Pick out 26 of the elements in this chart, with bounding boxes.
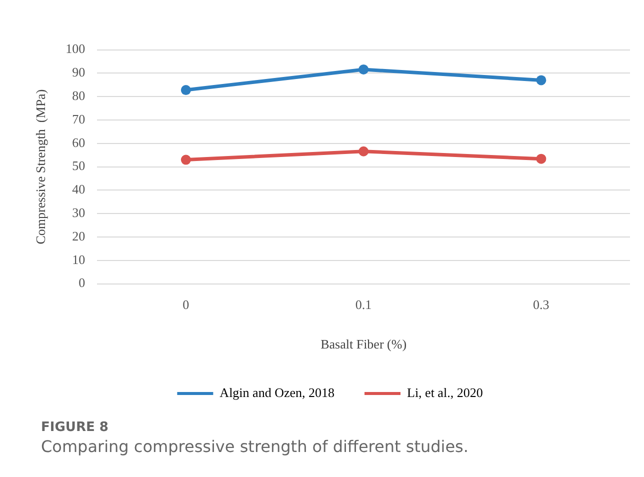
point — [536, 75, 546, 86]
y-tick-label: 100 — [66, 41, 86, 56]
y-tick-label: 70 — [72, 111, 86, 126]
x-tick-label: 0.3 — [533, 297, 550, 312]
legend-label: Li, et al., 2020 — [406, 384, 483, 400]
legend-label: Algin and Ozen, 2018 — [220, 384, 334, 400]
y-tick-label: 20 — [72, 228, 86, 244]
y-axis-title: Compressive Strength (MPa) — [33, 89, 48, 244]
x-tick-label: 0 — [182, 297, 190, 312]
y-tick-label: 40 — [72, 182, 86, 197]
y-tick-label: 60 — [72, 134, 86, 150]
y-tick-label: 80 — [72, 88, 86, 104]
y-tick-label: 50 — [72, 158, 86, 174]
y-tick-label: 90 — [72, 64, 86, 80]
point — [536, 154, 546, 164]
point — [358, 146, 369, 156]
y-tick-label: 10 — [72, 252, 86, 267]
y-tick-label: 30 — [72, 205, 86, 220]
x-tick-label: 0.1 — [355, 297, 372, 312]
text: Comparing compressive strength of different studies. — [41, 437, 468, 456]
caption: FIGURE 8 — [41, 420, 110, 435]
y-tick-label: 0 — [78, 275, 86, 290]
point — [180, 85, 191, 96]
x-axis-title: Basalt Fiber (%) — [320, 336, 407, 352]
point — [358, 64, 369, 74]
point — [180, 154, 191, 165]
